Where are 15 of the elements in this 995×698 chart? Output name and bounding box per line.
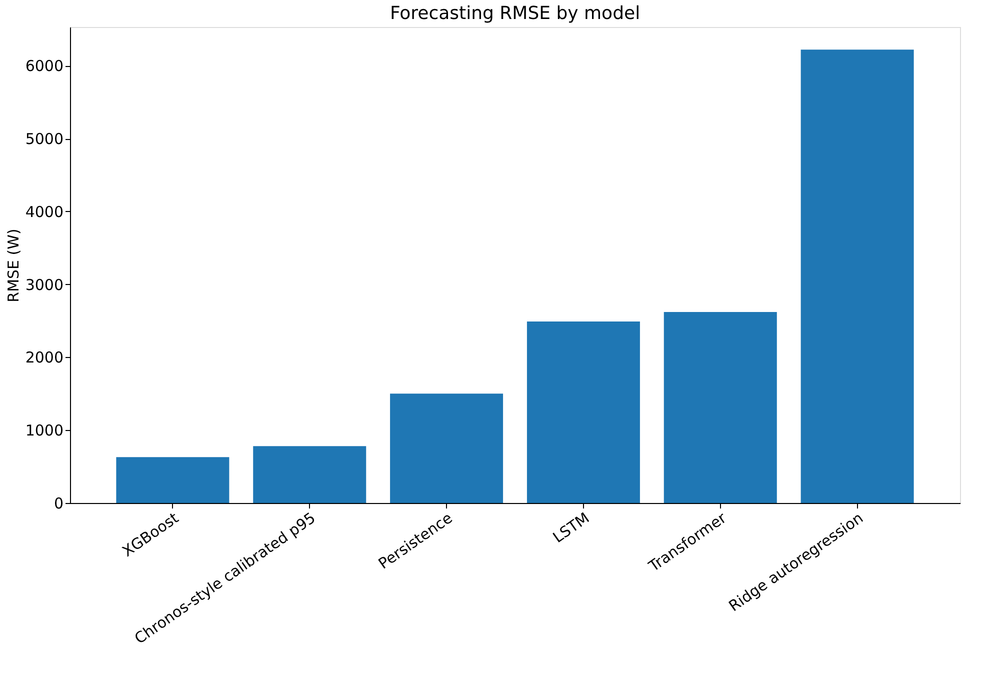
bar: [390, 394, 504, 503]
bar: [253, 446, 366, 503]
y-tick-label: 4000: [25, 202, 64, 221]
bar: [664, 312, 777, 503]
bar: [800, 50, 914, 503]
bar: [116, 457, 230, 503]
y-tick-label: 6000: [25, 57, 64, 76]
y-tick-label: 5000: [25, 130, 64, 148]
y-tick-label: 1000: [25, 422, 64, 440]
chart-title: Forecasting RMSE by model: [390, 3, 640, 24]
y-tick-label: 3000: [25, 276, 64, 294]
bar: [526, 321, 640, 503]
y-tick-label: 0: [54, 494, 64, 512]
y-tick-label: 2000: [25, 348, 64, 367]
y-axis-title: RMSE (W): [4, 228, 22, 302]
